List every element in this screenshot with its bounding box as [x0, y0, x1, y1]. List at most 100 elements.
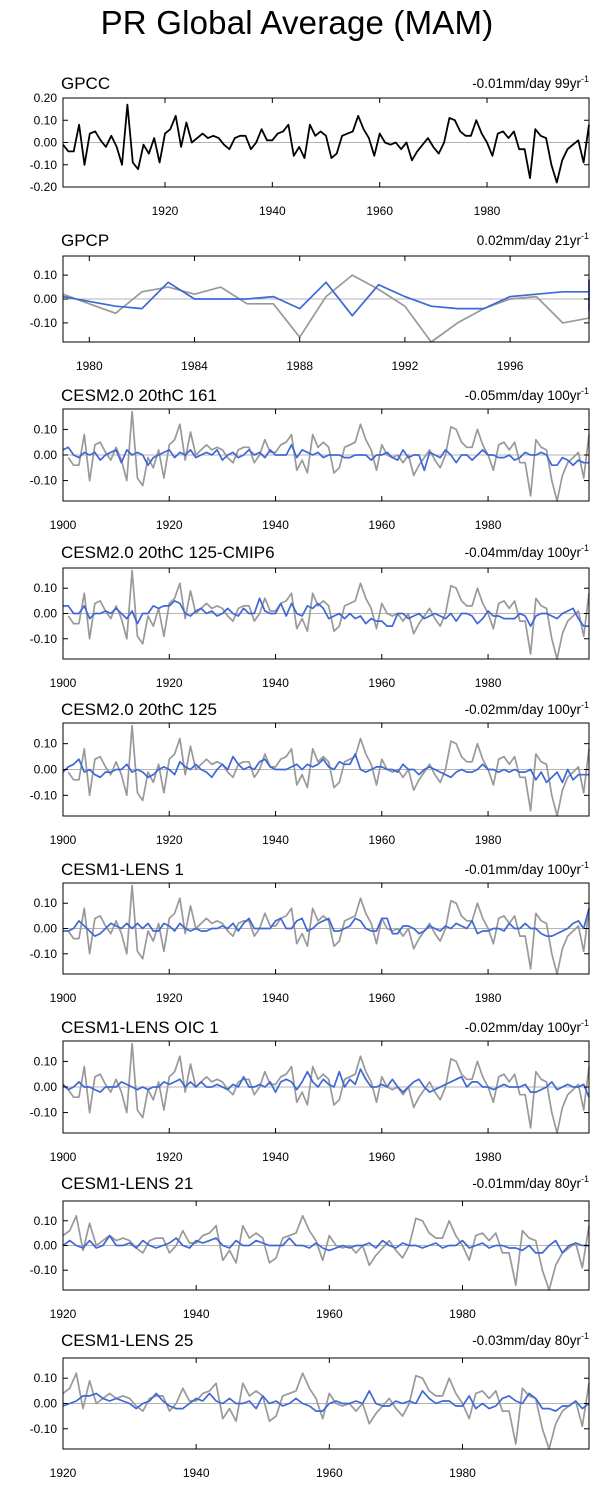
x-tick-label: 1996	[497, 359, 524, 373]
x-tick-label: 1920	[156, 833, 183, 847]
x-tick-label: 1960	[316, 1307, 343, 1321]
trend-label: -0.01mm/day 80yr-1	[472, 1174, 589, 1191]
trend-exponent: -1	[581, 74, 589, 84]
trend-value: -0.04mm/day 100yr	[465, 545, 582, 560]
trend-value: -0.02mm/day 100yr	[465, 702, 582, 717]
panel-7: CESM1-LENS OIC 1 -0.02mm/day 100yr-1 0.10 0…	[30, 1018, 590, 1164]
trend-exponent: -1	[581, 1174, 589, 1184]
series-line-model	[62, 279, 590, 317]
y-tick-label: 0.10	[34, 1371, 58, 1385]
x-tick-label: 1920	[152, 204, 179, 218]
y-tick-label: -0.20	[30, 180, 58, 194]
series-line-obs_gray	[67, 724, 590, 817]
x-tick-label: 1960	[368, 1150, 395, 1164]
x-tick-label: 1940	[183, 1307, 210, 1321]
series-line-model	[62, 1234, 589, 1254]
y-tick-label: -0.10	[30, 1106, 58, 1120]
x-tick-label: 1940	[259, 204, 286, 218]
y-tick-label: -0.10	[30, 316, 58, 330]
y-tick-label: 0.10	[34, 737, 58, 751]
x-tick-label: 1992	[392, 359, 419, 373]
x-tick-label: 1980	[449, 1466, 476, 1480]
y-tick-label: -0.10	[30, 788, 58, 802]
series-line-obs_gray	[67, 410, 590, 502]
trend-label: -0.02mm/day 100yr-1	[465, 700, 589, 717]
y-tick-label: -0.10	[30, 947, 58, 961]
series-line-model	[62, 443, 589, 472]
trend-exponent: -1	[581, 860, 589, 870]
y-tick-label: 0.20	[34, 91, 58, 105]
series-line-obs_gray	[67, 1042, 590, 1134]
x-tick-label: 1960	[368, 833, 395, 847]
y-tick-label: 0.00	[34, 1397, 58, 1411]
y-tick-label: 0.00	[34, 136, 58, 150]
y-tick-label: -0.10	[30, 632, 58, 646]
trend-label: -0.01mm/day 100yr-1	[465, 860, 589, 877]
y-tick-label: 0.00	[34, 607, 58, 621]
trend-label: -0.04mm/day 100yr-1	[465, 543, 589, 560]
x-tick-label: 1940	[262, 518, 289, 532]
panel-title: CESM1-LENS 25	[61, 1331, 193, 1350]
series-line-model	[62, 753, 589, 784]
x-tick-label: 1920	[156, 1150, 183, 1164]
series-line-obs_gray	[62, 274, 590, 343]
trend-value: -0.05mm/day 100yr	[465, 388, 582, 403]
x-tick-label: 1940	[262, 676, 289, 690]
y-tick-label: -0.10	[30, 158, 58, 172]
x-tick-label: 1940	[262, 1150, 289, 1164]
panel-title: GPCC	[61, 74, 110, 93]
panel-title: CESM2.0 20thC 161	[61, 386, 217, 405]
chart-main-title: PR Global Average (MAM)	[100, 4, 494, 41]
trend-value: -0.01mm/day 80yr	[472, 1176, 581, 1191]
panel-5: CESM2.0 20thC 125 -0.02mm/day 100yr-1 0.10…	[30, 700, 590, 847]
series-line-model	[63, 597, 589, 627]
series-line-model	[63, 908, 590, 937]
series-line-obs_gray	[67, 569, 590, 660]
x-tick-label: 1940	[183, 1466, 210, 1480]
panel-9: CESM1-LENS 25 -0.03mm/day 80yr-1 0.10 0.00 -…	[30, 1331, 590, 1480]
trend-label: -0.03mm/day 80yr-1	[472, 1331, 589, 1348]
x-tick-label: 1960	[368, 518, 395, 532]
trend-exponent: -1	[581, 231, 589, 241]
panel-title: CESM1-LENS 21	[61, 1174, 193, 1193]
x-tick-label: 1980	[449, 1307, 476, 1321]
panel-2: GPCP 0.02mm/day 21yr-1 0.10 0.00 -0.10 1980 19…	[30, 231, 590, 373]
trend-exponent: -1	[581, 1018, 589, 1028]
y-tick-label: 0.10	[34, 1054, 58, 1068]
y-tick-label: 0.10	[34, 581, 58, 595]
y-tick-label: -0.10	[30, 1263, 58, 1277]
panel-title: CESM1-LENS OIC 1	[61, 1018, 219, 1037]
x-tick-label: 1980	[474, 204, 501, 218]
x-tick-label: 1940	[262, 991, 289, 1005]
x-tick-label: 1960	[316, 1466, 343, 1480]
y-tick-label: 0.10	[34, 268, 58, 282]
x-tick-label: 1900	[50, 518, 77, 532]
x-tick-label: 1960	[368, 676, 395, 690]
y-tick-label: 0.10	[34, 896, 58, 910]
panel-8: CESM1-LENS 21 -0.01mm/day 80yr-1 0.10 0.00 -…	[30, 1174, 590, 1321]
x-tick-label: 1988	[286, 359, 313, 373]
x-tick-label: 1980	[475, 676, 502, 690]
x-tick-label: 1920	[156, 991, 183, 1005]
x-tick-label: 1980	[475, 1150, 502, 1164]
panel-title: GPCP	[61, 231, 109, 250]
x-tick-label: 1980	[76, 359, 103, 373]
series-line-obs	[62, 103, 590, 184]
y-tick-label: 0.00	[34, 1239, 58, 1253]
x-tick-label: 1960	[366, 204, 393, 218]
x-tick-label: 1900	[50, 1150, 77, 1164]
x-tick-label: 1900	[50, 991, 77, 1005]
trend-value: -0.03mm/day 80yr	[472, 1333, 581, 1348]
trend-label: -0.01mm/day 99yr-1	[472, 74, 589, 91]
y-tick-label: 0.00	[34, 1080, 58, 1094]
trend-value: 0.02mm/day 21yr	[477, 233, 582, 248]
trend-exponent: -1	[581, 700, 589, 710]
y-tick-label: 0.10	[34, 113, 58, 127]
panel-1: GPCC -0.01mm/day 99yr-1 0.20 0.10 0.00 -0.10 -…	[30, 74, 590, 218]
trend-value: -0.01mm/day 99yr	[472, 76, 581, 91]
y-tick-label: 0.10	[34, 1214, 58, 1228]
x-tick-label: 1980	[475, 833, 502, 847]
x-tick-label: 1920	[156, 518, 183, 532]
